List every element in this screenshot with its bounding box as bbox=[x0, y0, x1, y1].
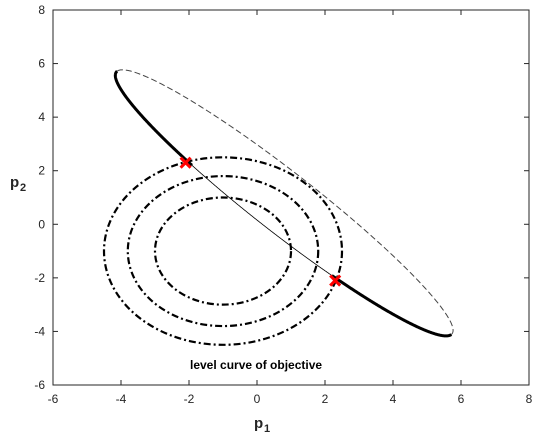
constraint-dashed-arc bbox=[116, 69, 454, 335]
y-tick-label: -2 bbox=[34, 271, 45, 285]
marker-stroke bbox=[329, 274, 342, 287]
level-curve bbox=[126, 174, 320, 328]
axis-ticks: -6 -4 -2 0 2 4 6 8 -6 -4 -2 0 2 4 6 8 bbox=[34, 3, 532, 406]
x-tick-label: 8 bbox=[526, 392, 533, 406]
x-tick-label: 0 bbox=[254, 392, 261, 406]
level-curve bbox=[153, 196, 293, 306]
y-tick-label: -6 bbox=[34, 378, 45, 392]
optimal-point-marker bbox=[329, 274, 342, 287]
marker-stroke bbox=[179, 156, 192, 169]
y-axis-label: p 2 bbox=[10, 174, 26, 194]
y-axis-label-main: p bbox=[10, 174, 19, 191]
constraint-thick-arc-upper bbox=[113, 70, 193, 167]
y-tick-label: 2 bbox=[38, 164, 45, 178]
y-tick-label: -4 bbox=[34, 324, 45, 338]
constraint-thick-arc-lower bbox=[331, 274, 453, 338]
optimal-point-marker bbox=[179, 156, 192, 169]
annotation-label: level curve of objective bbox=[190, 358, 322, 372]
y-tick-label: 4 bbox=[38, 110, 45, 124]
x-axis-label: p 1 bbox=[254, 415, 270, 435]
x-tick-label: 6 bbox=[458, 392, 465, 406]
x-tick-label: 2 bbox=[322, 392, 329, 406]
y-tick-label: 0 bbox=[38, 217, 45, 231]
y-tick-label: 6 bbox=[38, 57, 45, 71]
x-axis-label-sub: 1 bbox=[264, 423, 270, 435]
x-axis-label-main: p bbox=[254, 415, 263, 432]
plot-frame bbox=[52, 9, 530, 386]
x-tick-label: -4 bbox=[116, 392, 127, 406]
level-curve bbox=[102, 156, 344, 346]
x-tick-label: -2 bbox=[184, 392, 195, 406]
x-tick-label: -6 bbox=[48, 392, 59, 406]
y-axis-label-sub: 2 bbox=[20, 182, 26, 194]
y-tick-label: 8 bbox=[38, 3, 45, 17]
x-tick-label: 4 bbox=[390, 392, 397, 406]
plot-content bbox=[102, 69, 454, 346]
constraint-thin-arc bbox=[191, 164, 333, 276]
